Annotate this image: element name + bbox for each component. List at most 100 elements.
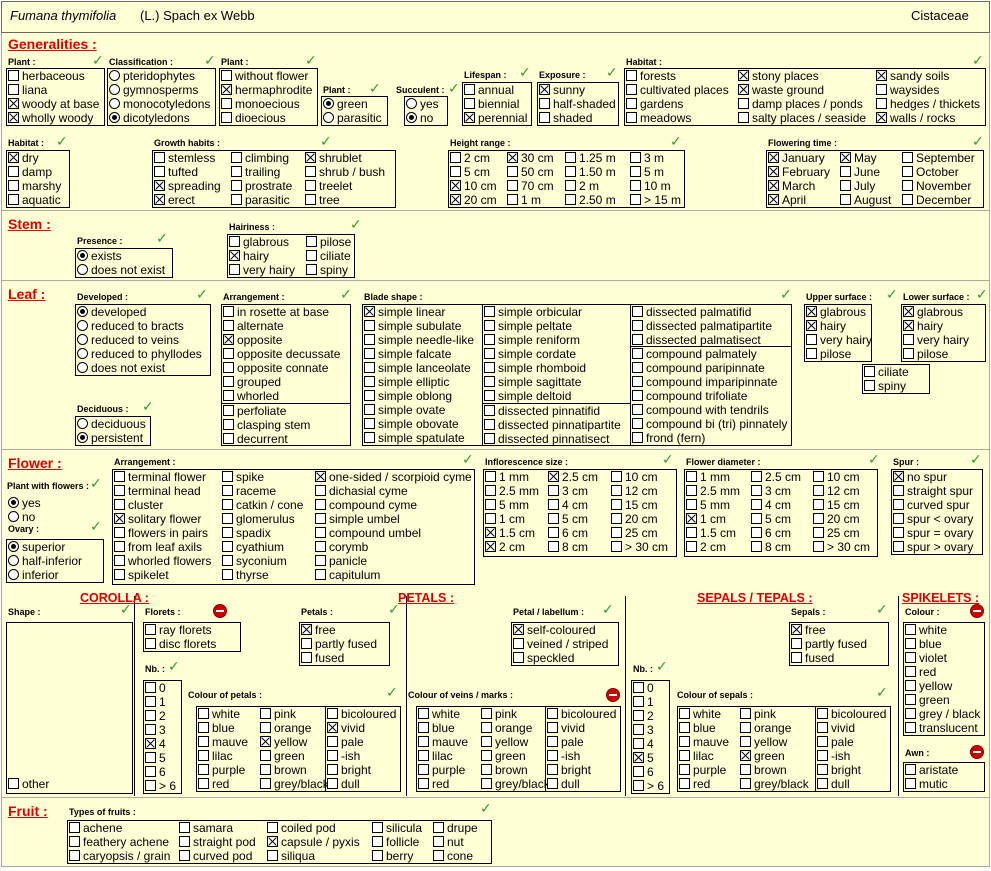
option-blade_c-2[interactable]: dissected palmatisect bbox=[632, 333, 761, 347]
option-petals-1[interactable]: partly fused bbox=[301, 637, 377, 651]
option-blade_b-3[interactable]: simple cordate bbox=[484, 347, 576, 361]
checkbox[interactable] bbox=[740, 722, 751, 733]
checkbox[interactable] bbox=[305, 152, 316, 163]
radio-button[interactable] bbox=[77, 432, 88, 443]
option-col_c-1[interactable]: vivid bbox=[327, 721, 365, 735]
option-classification-3[interactable]: dicotyledons bbox=[109, 111, 190, 125]
checkbox[interactable] bbox=[145, 752, 156, 763]
checkbox[interactable] bbox=[632, 334, 643, 345]
checkbox[interactable] bbox=[632, 418, 643, 429]
checkbox[interactable] bbox=[876, 70, 887, 81]
option-sepals-2[interactable]: fused bbox=[791, 651, 834, 665]
option-col_c-3[interactable]: -ish bbox=[327, 749, 360, 763]
option-lifespan-1[interactable]: biennial bbox=[464, 97, 519, 111]
checkbox[interactable] bbox=[813, 499, 824, 510]
checkbox[interactable] bbox=[260, 778, 271, 789]
checkbox[interactable] bbox=[301, 638, 312, 649]
checkbox[interactable] bbox=[114, 499, 125, 510]
checkbox[interactable] bbox=[484, 334, 495, 345]
option-col_b-2[interactable]: yellow bbox=[481, 735, 528, 749]
option-col_a-3[interactable]: lilac bbox=[679, 749, 714, 763]
option-col_c-0[interactable]: bicoloured bbox=[547, 707, 616, 721]
checkbox[interactable] bbox=[464, 98, 475, 109]
checkbox[interactable] bbox=[740, 778, 751, 789]
option-surface_extra-1[interactable]: spiny bbox=[864, 379, 906, 393]
checkbox[interactable] bbox=[633, 752, 644, 763]
radio-button[interactable] bbox=[77, 362, 88, 373]
checkbox[interactable] bbox=[817, 750, 828, 761]
checkbox[interactable] bbox=[611, 541, 622, 552]
checkbox[interactable] bbox=[903, 320, 914, 331]
checkbox[interactable] bbox=[768, 194, 779, 205]
checkbox[interactable] bbox=[507, 166, 518, 177]
option-blade_c2-0[interactable]: compound palmately bbox=[632, 347, 757, 361]
checkbox[interactable] bbox=[485, 527, 496, 538]
option-flower_c-1[interactable]: October bbox=[902, 165, 959, 179]
option-nb-2[interactable]: 2 bbox=[145, 709, 166, 723]
option-spike_col-6[interactable]: grey / black bbox=[905, 707, 980, 721]
option-spur-1[interactable]: straight spur bbox=[893, 484, 973, 498]
checkbox[interactable] bbox=[565, 180, 576, 191]
checkbox[interactable] bbox=[806, 348, 817, 359]
checkbox[interactable] bbox=[114, 527, 125, 538]
checkbox[interactable] bbox=[327, 708, 338, 719]
option-hair_a-2[interactable]: very hairy bbox=[229, 263, 295, 277]
option-col_a-0[interactable]: white bbox=[679, 707, 721, 721]
option-arr_fl_b-6[interactable]: syconium bbox=[222, 554, 287, 568]
option-infl_b-0[interactable]: 2.5 cm bbox=[548, 470, 598, 484]
option-flower_b-0[interactable]: May bbox=[840, 151, 877, 165]
checkbox[interactable] bbox=[611, 513, 622, 524]
checkbox[interactable] bbox=[222, 555, 233, 566]
checkbox[interactable] bbox=[840, 152, 851, 163]
option-arr_fl_c-6[interactable]: panicle bbox=[315, 554, 367, 568]
checkbox[interactable] bbox=[905, 652, 916, 663]
checkbox[interactable] bbox=[267, 836, 278, 847]
option-habitat1c-0[interactable]: sandy soils bbox=[876, 69, 949, 83]
checkbox[interactable] bbox=[327, 764, 338, 775]
option-habitat1b-3[interactable]: salty places / seaside bbox=[738, 111, 866, 125]
option-nb-7[interactable]: > 6 bbox=[633, 779, 664, 793]
checkbox[interactable] bbox=[231, 194, 242, 205]
option-lower-2[interactable]: very hairy bbox=[903, 333, 969, 347]
option-fruit_a-1[interactable]: feathery achene bbox=[69, 835, 169, 849]
option-dia_a-1[interactable]: 2.5 mm bbox=[686, 484, 740, 498]
checkbox[interactable] bbox=[632, 432, 643, 443]
checkbox[interactable] bbox=[223, 306, 234, 317]
option-col_a-3[interactable]: lilac bbox=[418, 749, 453, 763]
checkbox[interactable] bbox=[632, 306, 643, 317]
option-plant2-3[interactable]: dioecious bbox=[221, 111, 286, 125]
checkbox[interactable] bbox=[630, 166, 641, 177]
checkbox[interactable] bbox=[372, 850, 383, 861]
checkbox[interactable] bbox=[69, 822, 80, 833]
checkbox[interactable] bbox=[547, 778, 558, 789]
checkbox[interactable] bbox=[198, 736, 209, 747]
option-habitat1b-0[interactable]: stony places bbox=[738, 69, 819, 83]
option-height_b-3[interactable]: 1 m bbox=[507, 193, 541, 207]
option-col_a-2[interactable]: mauve bbox=[198, 735, 248, 749]
checkbox[interactable] bbox=[145, 738, 156, 749]
checkbox[interactable] bbox=[626, 98, 637, 109]
option-blade_a-6[interactable]: simple oblong bbox=[364, 389, 452, 403]
option-arr_leaf_a-2[interactable]: opposite bbox=[223, 333, 282, 347]
option-infl_a-1[interactable]: 2.5 mm bbox=[485, 484, 539, 498]
option-plantflowers-1[interactable]: no bbox=[8, 510, 35, 524]
option-arr_fl_b-4[interactable]: spadix bbox=[222, 526, 271, 540]
option-plant2-1[interactable]: hermaphrodite bbox=[221, 83, 312, 97]
radio-button[interactable] bbox=[77, 348, 88, 359]
checkbox[interactable] bbox=[840, 194, 851, 205]
option-col_c-4[interactable]: bright bbox=[817, 763, 861, 777]
option-nb-0[interactable]: 0 bbox=[633, 681, 654, 695]
checkbox[interactable] bbox=[686, 527, 697, 538]
option-arr_leaf_b-0[interactable]: perfoliate bbox=[223, 404, 286, 418]
checkbox[interactable] bbox=[507, 180, 518, 191]
option-blade_b2-0[interactable]: dissected pinnatifid bbox=[484, 404, 600, 418]
option-developed-1[interactable]: reduced to bracts bbox=[77, 319, 184, 333]
option-habitat1b-1[interactable]: waste ground bbox=[738, 83, 824, 97]
option-blade_a-4[interactable]: simple lanceolate bbox=[364, 361, 471, 375]
checkbox[interactable] bbox=[903, 306, 914, 317]
option-flower_b-1[interactable]: June bbox=[840, 165, 880, 179]
option-infl_b-2[interactable]: 4 cm bbox=[548, 498, 588, 512]
option-arr_fl_a-1[interactable]: terminal head bbox=[114, 484, 201, 498]
option-habitat2-2[interactable]: marshy bbox=[8, 179, 61, 193]
radio-button[interactable] bbox=[8, 541, 19, 552]
